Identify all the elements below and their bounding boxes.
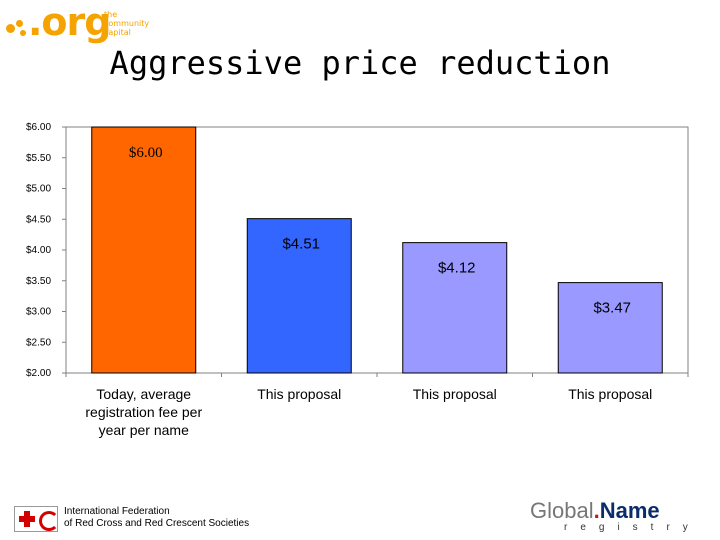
- org-logo: .org the community capital: [6, 0, 156, 48]
- chart-title: Aggressive price reduction: [109, 44, 611, 82]
- y-tick-label: $3.50: [26, 276, 51, 287]
- global-name-sub: registry: [564, 522, 701, 533]
- y-tick-label: $4.50: [26, 214, 51, 225]
- y-tick-label: $2.00: [26, 368, 51, 379]
- y-tick-label: $3.00: [26, 307, 51, 318]
- global-name-dot: .: [593, 498, 600, 523]
- bar-data-label: $6.00: [129, 145, 163, 161]
- bar-data-label: $3.47: [593, 300, 631, 317]
- bar: [246, 218, 352, 374]
- y-tick-label: $4.00: [26, 245, 51, 256]
- org-logo-tagline: the community capital: [104, 10, 150, 37]
- x-category-label: This proposal: [568, 386, 653, 402]
- y-tick-label: $5.50: [26, 153, 51, 164]
- x-category-label: This proposal: [412, 386, 497, 402]
- bar-data-label: $4.12: [438, 260, 476, 277]
- org-logo-word: .org: [28, 0, 111, 44]
- ifrc-line1: International Federation: [64, 506, 170, 517]
- ifrc-line2: of Red Cross and Red Crescent Societies: [64, 518, 250, 529]
- bar: [402, 242, 508, 374]
- y-tick-label: $5.00: [26, 184, 51, 195]
- bar-data-label: $4.51: [282, 236, 320, 253]
- bar: [557, 282, 663, 374]
- y-tick-label: $2.50: [26, 337, 51, 348]
- global-name-part3: Name: [599, 498, 660, 523]
- global-name-part1: Global: [530, 498, 594, 523]
- ifrc-logo: International Federation of Red Cross an…: [14, 506, 284, 532]
- x-category-label: Today, average registration fee per year p…: [85, 386, 203, 438]
- red-cross-crescent-icon: [14, 506, 59, 532]
- x-category-label: This proposal: [257, 386, 342, 402]
- global-name-logo: Global.Name registry: [530, 498, 716, 538]
- y-tick-label: $6.00: [26, 122, 51, 133]
- bar: [91, 126, 197, 374]
